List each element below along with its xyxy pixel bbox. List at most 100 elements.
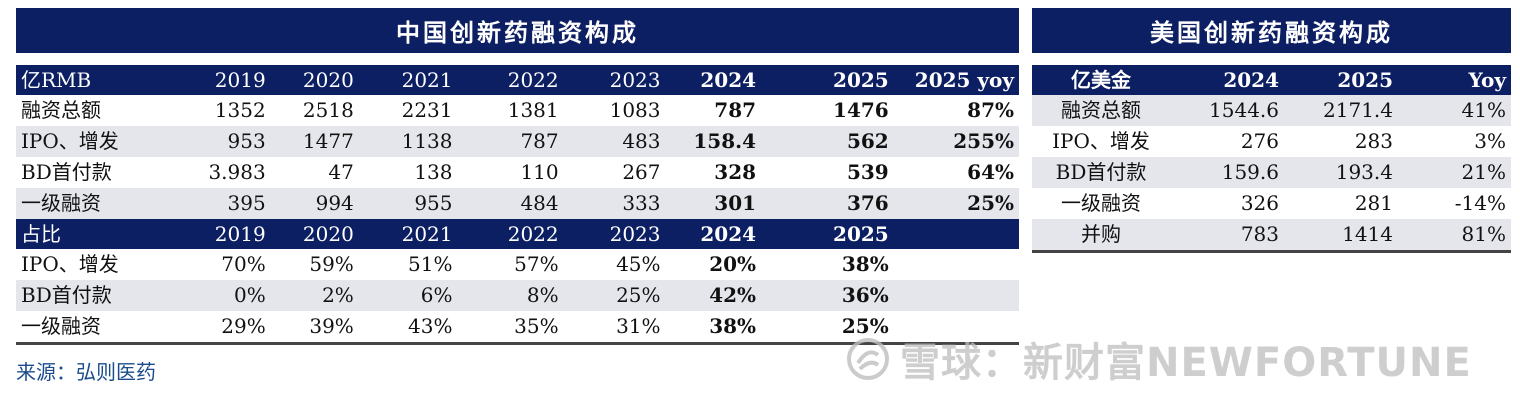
table-header-row: 亿美金 2024 2025 Yoy <box>1032 65 1511 95</box>
table-cell: 64% <box>967 160 1014 184</box>
row-label-cell: 融资总额 <box>1032 95 1170 126</box>
table-cell: 57% <box>514 252 559 276</box>
table-cell: 276 <box>1240 129 1279 153</box>
table-cell: 539 <box>846 160 889 184</box>
row-label-cell: IPO、增发 <box>21 252 119 276</box>
table-cell: 2020 <box>270 219 359 249</box>
table-row: IPO、增发 953 1477 1138 787 483 158.4 562 255% <box>16 126 1019 157</box>
table-cell: 87% <box>967 98 1014 122</box>
table-cell: 43% <box>408 314 453 338</box>
table-cell: 20% <box>709 252 757 276</box>
table-cell: 159.6 <box>1170 157 1284 188</box>
table-cell: 2024 <box>665 65 762 95</box>
table-header-row: 亿RMB 2019 2020 2021 2022 2023 2024 2025 2025 yoy <box>16 65 1019 95</box>
table-cell: 41% <box>1398 95 1511 126</box>
table-row: IPO、增发 276 283 3% <box>1032 126 1511 157</box>
us-financing-table: 亿美金 2024 2025 Yoy 融资总额 1544.6 2171.4 41% IPO、增发 2… <box>1032 65 1511 250</box>
table-cell: 6% <box>358 280 458 311</box>
cn-financing-table: 亿RMB 2019 2020 2021 2022 2023 2024 2025 2025 yoy… <box>16 65 1019 342</box>
table-row: 融资总额 1544.6 2171.4 41% <box>1032 95 1511 126</box>
row-label-cell: 亿RMB <box>16 65 165 95</box>
table-cell: 787 <box>714 98 757 122</box>
table-cell: 51% <box>408 252 453 276</box>
us-financing-table-panel: 美国创新药融资构成 亿美金 2024 2025 Yoy 融资总额 1544.6 2171.4… <box>1032 8 1511 253</box>
table-cell: 2231 <box>401 98 453 122</box>
table-cell: 2021 <box>358 65 458 95</box>
table-row: BD首付款 3.983 47 138 110 267 328 539 64% <box>16 157 1019 188</box>
row-label-cell: 并购 <box>1032 219 1170 250</box>
table-header-row: 占比 2019 2020 2021 2022 2023 2024 2025 <box>16 219 1019 249</box>
table-cell: 1476 <box>833 98 889 122</box>
table-cell: 31% <box>616 314 661 338</box>
table-cell: 2022 <box>457 65 564 95</box>
table-cell: -14% <box>1454 191 1506 215</box>
table-cell: 29% <box>221 314 266 338</box>
table-cell: 562 <box>761 126 894 157</box>
table-cell: 2019 <box>164 219 271 249</box>
table-cell: 70% <box>221 252 266 276</box>
table-cell: 255% <box>893 126 1019 157</box>
us-table-bottom-rule <box>1032 250 1511 253</box>
table-cell: 483 <box>563 126 666 157</box>
table-cell: 138 <box>414 160 453 184</box>
row-label-cell: IPO、增发 <box>1052 129 1150 153</box>
table-cell: Yoy <box>1398 65 1511 95</box>
table-cell: 3.983 <box>208 160 266 184</box>
table-cell: 47 <box>328 160 354 184</box>
table-row: BD首付款 159.6 193.4 21% <box>1032 157 1511 188</box>
row-label-cell: 一级融资 <box>16 188 165 219</box>
source-note: 来源：弘则医药 <box>16 360 156 384</box>
table-cell <box>894 311 1019 342</box>
table-cell: 2025 <box>761 219 894 249</box>
table-cell: 395 <box>164 188 271 219</box>
table-cell: 2025 <box>1284 65 1398 95</box>
table-cell: 2171.4 <box>1284 95 1398 126</box>
table-row: 一级融资 395 994 955 484 333 301 376 25% <box>16 188 1019 219</box>
table-cell: 333 <box>563 188 666 219</box>
table-cell: 1352 <box>214 98 266 122</box>
table-cell: 2518 <box>302 98 354 122</box>
table-cell: 38% <box>841 252 889 276</box>
table-cell: 0% <box>164 280 271 311</box>
table-cell: 8% <box>457 280 564 311</box>
table-cell: 25% <box>841 314 889 338</box>
table-row: 并购 783 1414 81% <box>1032 219 1511 250</box>
row-label-cell: 占比 <box>16 219 165 249</box>
table-row: 一级融资 326 281 -14% <box>1032 188 1511 219</box>
table-cell: 45% <box>616 252 661 276</box>
table-cell: 1381 <box>507 98 559 122</box>
table-cell <box>893 280 1019 311</box>
table-cell: 110 <box>520 160 559 184</box>
row-label-cell: 一级融资 <box>1061 191 1141 215</box>
table-cell: 994 <box>270 188 359 219</box>
table-cell: 2021 <box>358 219 458 249</box>
table-cell: 955 <box>358 188 458 219</box>
row-label-cell: IPO、增发 <box>16 126 165 157</box>
table-cell: 1544.6 <box>1170 95 1284 126</box>
table-row: 融资总额 1352 2518 2231 1381 1083 787 1476 87% <box>16 95 1019 126</box>
table-cell: 158.4 <box>665 126 762 157</box>
table-cell: 787 <box>457 126 564 157</box>
table-cell: 2020 <box>270 65 359 95</box>
table-cell: 2024 <box>1170 65 1284 95</box>
table-cell: 1477 <box>270 126 359 157</box>
table-cell: 25% <box>563 280 666 311</box>
table-cell: 3% <box>1474 129 1506 153</box>
table-cell: 25% <box>893 188 1019 219</box>
table-cell: 1083 <box>609 98 661 122</box>
row-label-cell: 一级融资 <box>21 314 101 338</box>
table-row: IPO、增发 70% 59% 51% 57% 45% 20% 38% <box>16 249 1019 280</box>
table-row: 一级融资 29% 39% 43% 35% 31% 38% 25% <box>16 311 1019 342</box>
table-cell: 267 <box>622 160 661 184</box>
table-cell: 301 <box>665 188 762 219</box>
table-cell: 1414 <box>1284 219 1398 250</box>
row-label-cell: 亿美金 <box>1032 65 1170 95</box>
table-cell: 2019 <box>164 65 271 95</box>
table-cell: 283 <box>1354 129 1393 153</box>
table-cell: 59% <box>309 252 354 276</box>
table-cell <box>893 219 1019 249</box>
table-cell: 81% <box>1398 219 1511 250</box>
table-cell: 2023 <box>563 65 666 95</box>
table-cell: 953 <box>164 126 271 157</box>
table-cell: 39% <box>309 314 354 338</box>
